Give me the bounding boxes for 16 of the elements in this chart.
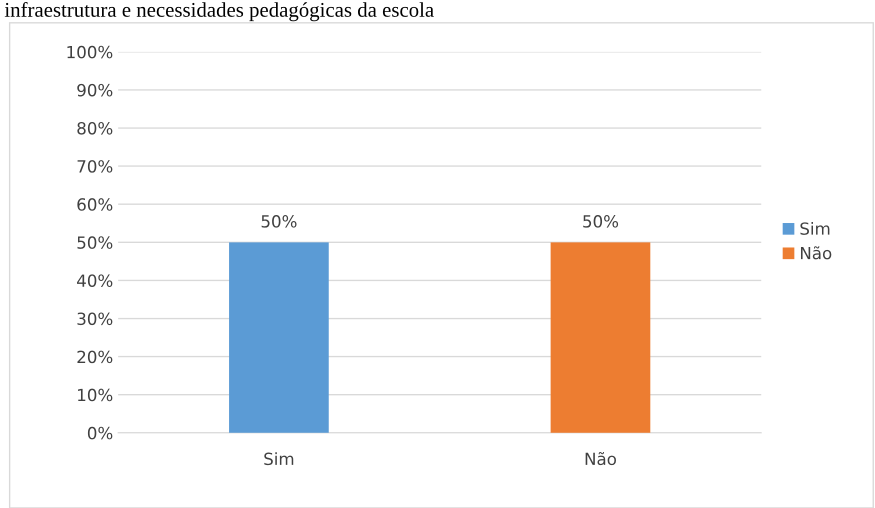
text: 50% [262,215,297,228]
text: 50% [583,215,618,228]
y-tick-label: 10% [78,388,112,402]
y-tick-label: 20% [77,350,112,364]
y-tick-label: 60% [77,198,112,211]
y-tick-label: 70% [78,160,112,173]
y-tick-label: 80% [77,122,112,135]
legend-label: Sim [800,222,830,235]
y-tick-label: 100% [67,46,112,58]
legend-label: Não [800,246,832,260]
y-tick-label: 50% [78,236,112,249]
y-tick-label: 90% [77,84,112,96]
y-tick-label: 40% [77,274,112,287]
chart-title: infraestrutura e necessidades pedagógicas da escola [4,2,434,22]
y-tick-label: 30% [77,312,112,326]
y-tick-label: 0% [88,426,112,440]
